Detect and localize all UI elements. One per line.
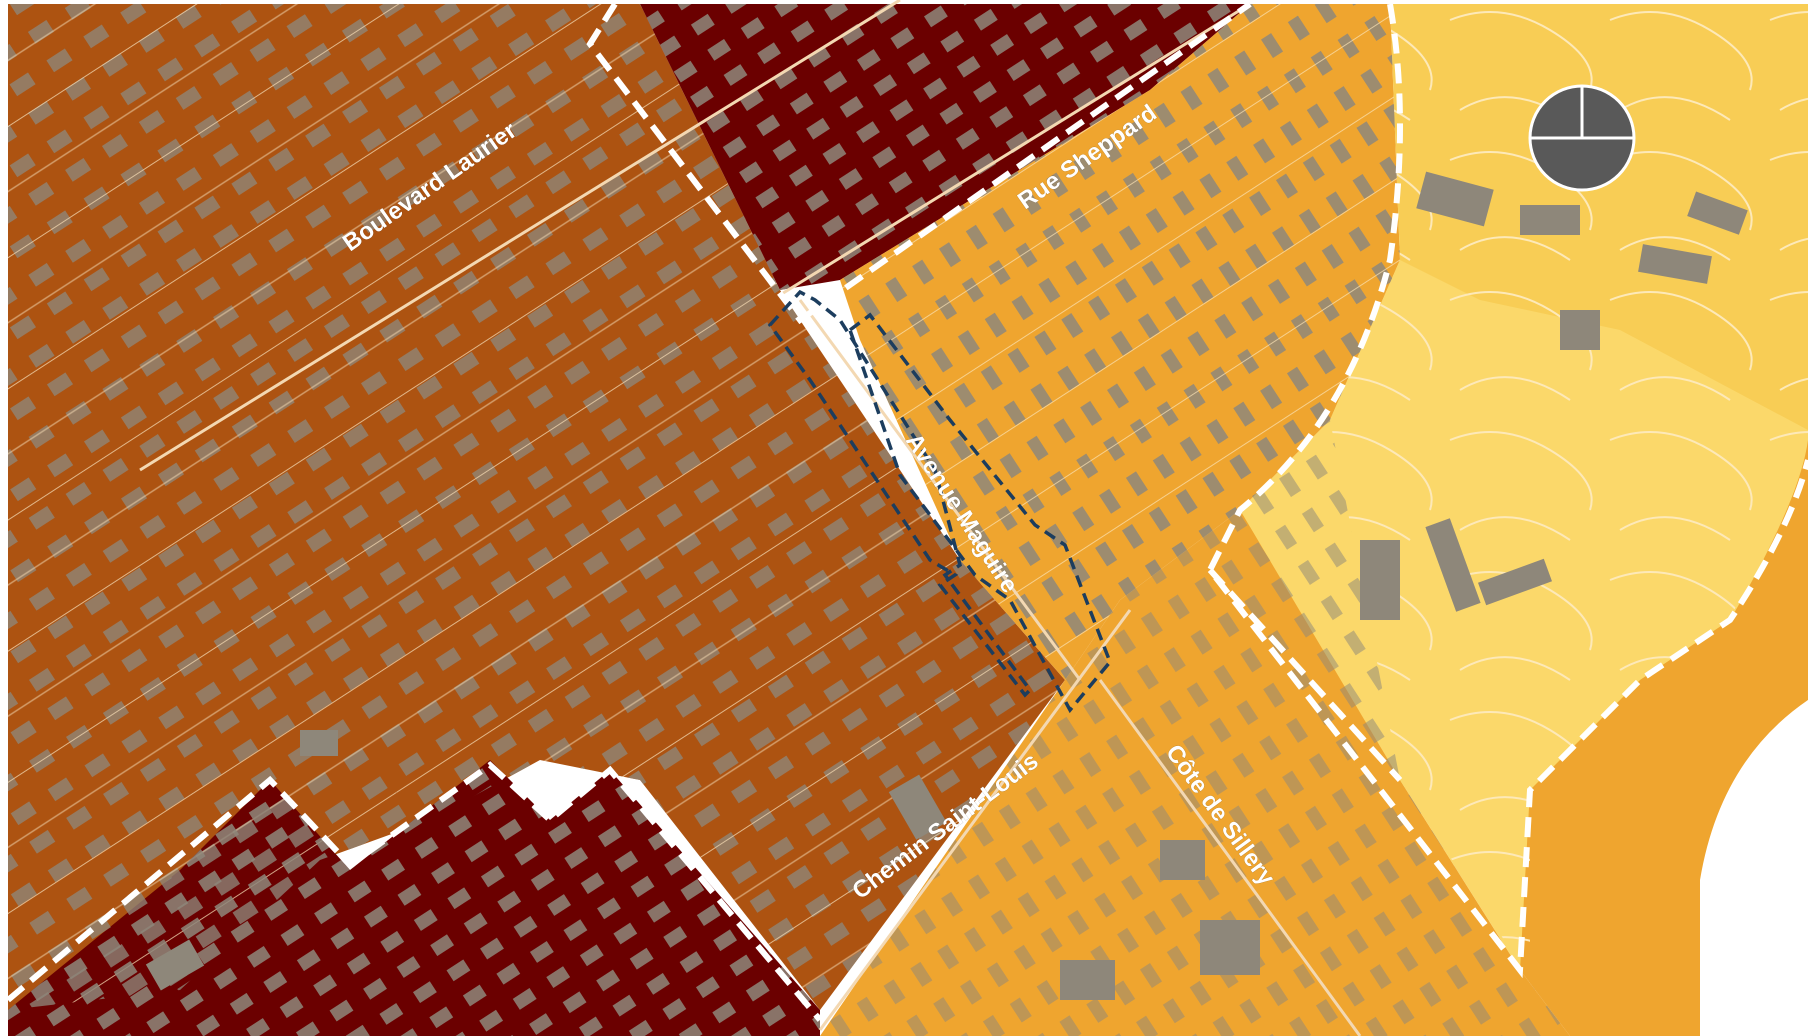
study-area-west [767, 289, 1033, 698]
building-texture [8, 4, 1808, 1036]
river-corner [1700, 700, 1808, 1036]
boundary-southwest [6, 761, 823, 1022]
road-boulevard-laurier [139, 0, 901, 472]
study-area-east [847, 312, 1113, 714]
boundary-north [586, 1, 1252, 325]
boundary-east [1206, 3, 1808, 979]
road-cote-de-sillery [1098, 679, 1362, 1036]
campus-buildings [145, 171, 1748, 1000]
north-arrow-icon [1528, 84, 1636, 192]
study-area-outline [767, 289, 1113, 714]
boundary-campus [1207, 567, 1403, 783]
road-rue-sheppard [779, 2, 1251, 297]
zone-orange-river [1520, 440, 1808, 1036]
zone-boundaries [6, 1, 1808, 1022]
